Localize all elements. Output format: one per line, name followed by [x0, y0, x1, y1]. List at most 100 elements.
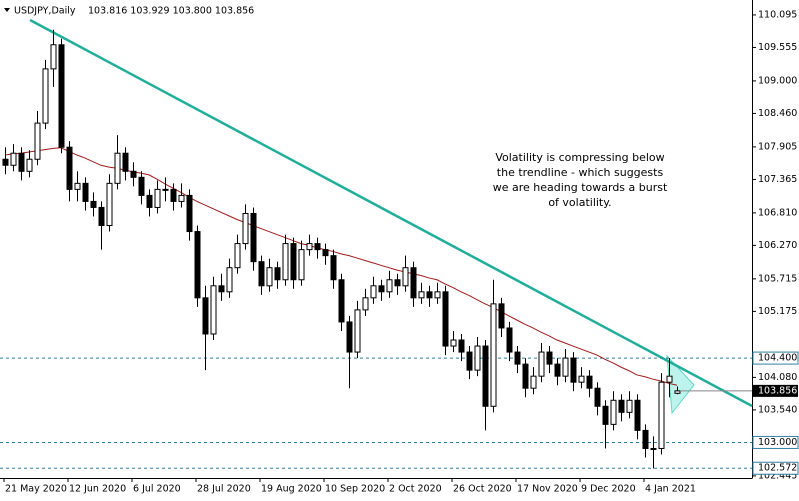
x-tick-label: 4 Jan 2021 — [645, 484, 696, 495]
candle-body — [426, 291, 433, 299]
candle-body — [586, 375, 593, 389]
y-tick-label: 106.810 — [758, 207, 797, 218]
y-tick-label: 102.445 — [758, 470, 797, 481]
candle-body — [506, 327, 513, 353]
candle-body — [290, 243, 297, 281]
candle-body — [458, 339, 465, 353]
y-tick-label: 107.905 — [758, 141, 797, 152]
candle-body — [650, 447, 657, 450]
candle-body — [626, 399, 633, 413]
level-label: 104.400 — [758, 353, 797, 364]
candle-body — [594, 387, 601, 407]
candle-body — [474, 345, 481, 371]
x-tick-label: 12 Jun 2020 — [69, 484, 126, 495]
candle-body — [570, 357, 577, 383]
candle-body — [178, 194, 185, 202]
candle-body — [338, 279, 345, 323]
candle-body — [402, 267, 409, 287]
candle-body — [394, 279, 401, 287]
candle-body — [98, 206, 105, 227]
candle-body — [186, 194, 193, 233]
y-tick-label: 104.080 — [758, 372, 797, 383]
candle-body — [282, 243, 289, 281]
candle-body — [674, 390, 681, 394]
candle-body — [314, 243, 321, 251]
annotation-line: we are heading towards a burst — [493, 181, 668, 194]
candle-body — [442, 291, 449, 347]
candle-body — [378, 285, 385, 293]
candle-body — [642, 429, 649, 449]
candle-body — [482, 345, 489, 407]
candle-body — [18, 152, 25, 172]
candle-body — [106, 182, 113, 227]
current-price-box — [753, 384, 798, 397]
x-tick-label: 19 Aug 2020 — [261, 484, 322, 495]
y-tick-label: 105.175 — [758, 306, 797, 317]
candle-body — [202, 297, 209, 335]
candle-body — [154, 188, 161, 208]
candle-body — [274, 267, 281, 281]
candle-body — [298, 249, 305, 281]
candle-body — [634, 399, 641, 431]
level-label-box — [752, 461, 799, 475]
candle-body — [618, 399, 625, 413]
candle-body — [242, 212, 249, 245]
candle-body — [10, 152, 17, 166]
y-tick-label: 108.460 — [758, 108, 797, 119]
candle-body — [266, 267, 273, 287]
level-label: 103.000 — [758, 437, 797, 448]
candle-body — [450, 339, 457, 347]
level-label: 102.572 — [758, 463, 797, 474]
candle-body — [226, 267, 233, 293]
candle-body — [90, 200, 97, 208]
candle-body — [538, 351, 545, 377]
level-label-box — [752, 435, 799, 449]
x-tick-label: 26 Oct 2020 — [453, 484, 512, 495]
candle-body — [58, 44, 65, 148]
candle-body — [234, 243, 241, 269]
y-tick-label: 109.000 — [758, 75, 797, 86]
candle-body — [466, 351, 473, 371]
candle-body — [34, 122, 41, 160]
candle-body — [386, 279, 393, 293]
trendline — [29, 18, 753, 408]
candle-body — [346, 321, 353, 353]
candle-body — [50, 44, 57, 70]
candle-body — [250, 212, 257, 263]
candle-body — [26, 158, 33, 172]
candle-body — [74, 182, 81, 190]
current-price-label: 103.856 — [758, 385, 797, 396]
candle-body — [42, 68, 49, 124]
y-tick-label: 109.555 — [758, 42, 797, 53]
y-tick-label: 107.365 — [758, 174, 797, 185]
candle-body — [522, 363, 529, 389]
candle-body — [562, 357, 569, 377]
candle-body — [578, 375, 585, 383]
candle-body — [354, 309, 361, 353]
candle-body — [66, 146, 73, 190]
candle-body — [610, 399, 617, 425]
x-tick-label: 10 Sep 2020 — [325, 484, 385, 495]
candle-body — [410, 267, 417, 299]
y-tick-label: 110.095 — [758, 9, 797, 20]
candle-body — [370, 285, 377, 299]
candle-body — [498, 303, 505, 329]
candle-body — [258, 261, 265, 287]
candle-body — [138, 176, 145, 196]
annotation-line: of volatility. — [548, 196, 611, 209]
candle-body — [114, 152, 121, 184]
level-label-box — [752, 351, 799, 365]
candle-body — [322, 249, 329, 257]
candle-body — [146, 194, 153, 208]
candle-body — [514, 351, 521, 365]
x-tick-label: 2 Oct 2020 — [389, 484, 442, 495]
candle-body — [130, 170, 137, 178]
header-icon — [4, 8, 10, 12]
candle-body — [418, 291, 425, 299]
candle-body — [306, 243, 313, 251]
candle-body — [330, 255, 337, 281]
annotation: Volatility is compressing below the trend… — [493, 151, 668, 209]
candle-body — [122, 152, 129, 172]
x-tick-label: 6 Jul 2020 — [133, 484, 181, 495]
candle-body — [362, 297, 369, 311]
